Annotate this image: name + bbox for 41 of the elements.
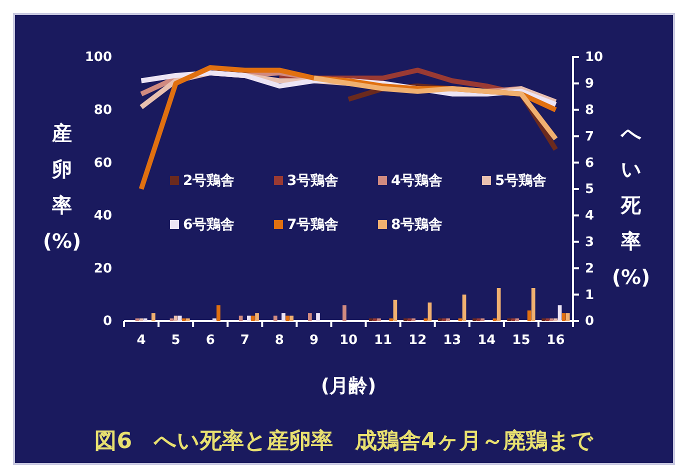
legend-label: 8号鶏舎 bbox=[391, 217, 443, 233]
y2-tick-label: 3 bbox=[585, 234, 594, 250]
legend-label: 7号鶏舎 bbox=[287, 217, 339, 233]
y-tick-label: 100 bbox=[84, 50, 112, 66]
y2-tick-label: 2 bbox=[585, 261, 594, 276]
x-tick-label: 13 bbox=[443, 333, 462, 348]
y-tick-label: 40 bbox=[94, 208, 112, 224]
x-tick-label: 9 bbox=[309, 333, 318, 348]
legend-label: 6号鶏舎 bbox=[183, 217, 235, 233]
x-tick-label: 8 bbox=[274, 333, 284, 348]
y2-tick-label: 4 bbox=[585, 208, 594, 224]
legend-label: 4号鶏舎 bbox=[391, 173, 443, 189]
y2-tick-label: 10 bbox=[585, 50, 604, 66]
y2-tick-label: 0 bbox=[585, 314, 594, 330]
y2-tick-label: 1 bbox=[585, 288, 594, 303]
x-tick-label: 6 bbox=[206, 333, 215, 348]
x-tick-label: 15 bbox=[512, 333, 530, 348]
y2-tick-label: 9 bbox=[585, 76, 594, 92]
x-tick-label: 7 bbox=[240, 333, 250, 348]
y2-axis-title: へい死率(%) bbox=[612, 121, 650, 289]
y2-tick-label: 5 bbox=[585, 182, 594, 198]
y-axis-title: 産卵率(%) bbox=[42, 121, 82, 253]
y2-tick-label: 8 bbox=[585, 102, 594, 118]
x-tick-label: 12 bbox=[408, 333, 427, 348]
x-tick-label: 14 bbox=[478, 333, 496, 348]
legend-label: 5号鶏舎 bbox=[495, 173, 547, 189]
x-tick-label: 16 bbox=[546, 333, 565, 348]
y-tick-label: 0 bbox=[102, 314, 112, 330]
y2-tick-label: 7 bbox=[585, 129, 594, 144]
legend-label: 2号鶏舎 bbox=[183, 173, 235, 189]
x-tick-label: 11 bbox=[374, 333, 392, 348]
x-tick-label: 10 bbox=[339, 333, 358, 348]
x-axis-title: (月齢) bbox=[320, 375, 376, 397]
x-tick-label: 4 bbox=[136, 333, 146, 348]
legend-label: 3号鶏舎 bbox=[287, 173, 339, 189]
x-tick-label: 5 bbox=[171, 333, 180, 348]
y-tick-label: 60 bbox=[94, 156, 112, 171]
text: 図6 へい死率と産卵率 成鶏舎4ヶ月～廃鶏まで bbox=[94, 428, 594, 454]
y2-tick-label: 6 bbox=[585, 156, 594, 171]
y-tick-label: 20 bbox=[94, 261, 112, 276]
y-tick-label: 80 bbox=[94, 102, 112, 118]
